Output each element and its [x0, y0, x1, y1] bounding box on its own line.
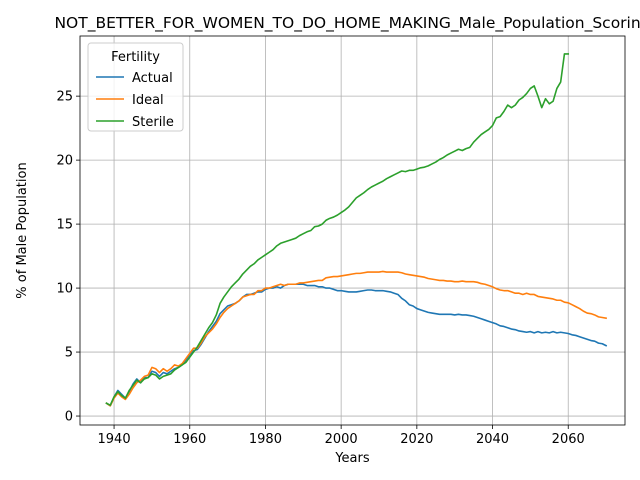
y-tick-label: 25 — [56, 90, 73, 105]
x-axis-label: Years — [334, 451, 370, 466]
series-line-ideal — [105, 270, 608, 407]
x-tick-label: 2020 — [400, 432, 433, 447]
x-tick-label: 2000 — [325, 432, 358, 447]
x-tick-label: 1960 — [173, 432, 206, 447]
legend-label-sterile: Sterile — [132, 115, 174, 130]
x-tick-label: 1940 — [98, 432, 131, 447]
y-axis-label: % of Male Population — [15, 162, 30, 298]
series-layer — [105, 53, 608, 407]
legend-box — [87, 42, 184, 132]
legend-label-ideal: Ideal — [132, 93, 164, 108]
y-tick-label: 0 — [65, 410, 73, 425]
legend-title: Fertility — [111, 50, 160, 65]
y-tick-label: 10 — [56, 282, 73, 297]
y-tick-label: 5 — [65, 346, 73, 361]
grid — [80, 36, 625, 425]
legend: Fertility Actual Ideal Sterile — [87, 42, 184, 132]
legend-entries: Actual Ideal Sterile — [96, 71, 174, 130]
plot-area-frame — [79, 35, 626, 426]
x-tick-label: 2040 — [476, 432, 509, 447]
legend-label-actual: Actual — [132, 71, 173, 86]
x-tick-label: 2060 — [552, 432, 585, 447]
x-tick-label: 1980 — [249, 432, 282, 447]
chart-title: NOT_BETTER_FOR_WOMEN_TO_DO_HOME_MAKING_M… — [54, 14, 640, 33]
series-line-sterile — [105, 53, 570, 406]
axis-ticks: 1940 1960 1980 2000 2020 2040 2060 0 5 10 15 20 25 — [56, 90, 584, 447]
y-tick-label: 15 — [56, 218, 73, 233]
y-tick-label: 20 — [56, 154, 73, 169]
